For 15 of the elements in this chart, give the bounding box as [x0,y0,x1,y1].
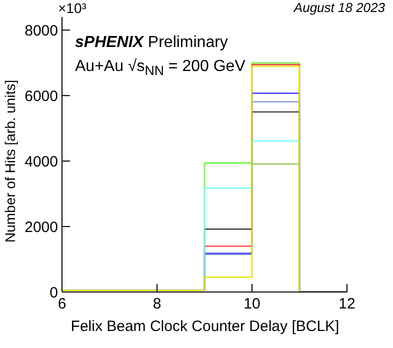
x-tick-label: 8 [152,296,162,313]
annotation: Au+Au √s$_{NN}$ = 200 GeV [75,58,246,78]
text: August 18 2023 [294,0,385,15]
x-tick-label: 12 [338,296,356,313]
annotation: sPHENIX Preliminary [75,34,228,52]
x-tick-label: 10 [244,296,260,313]
y-tick-label: 2000 [24,218,58,236]
y-tick-label: 6000 [24,88,58,105]
y-tick-label: 0 [50,284,58,302]
x-tick-label: 6 [58,296,66,313]
y-axis-title: Number of Hits [arb. units] [2,80,18,242]
text: ×10³ [58,0,86,16]
x-axis-title: Felix Beam Clock Counter Delay [BCLK] [70,318,340,335]
y-tick-label: 8000 [24,22,58,40]
y-tick-label: 4000 [24,153,58,170]
